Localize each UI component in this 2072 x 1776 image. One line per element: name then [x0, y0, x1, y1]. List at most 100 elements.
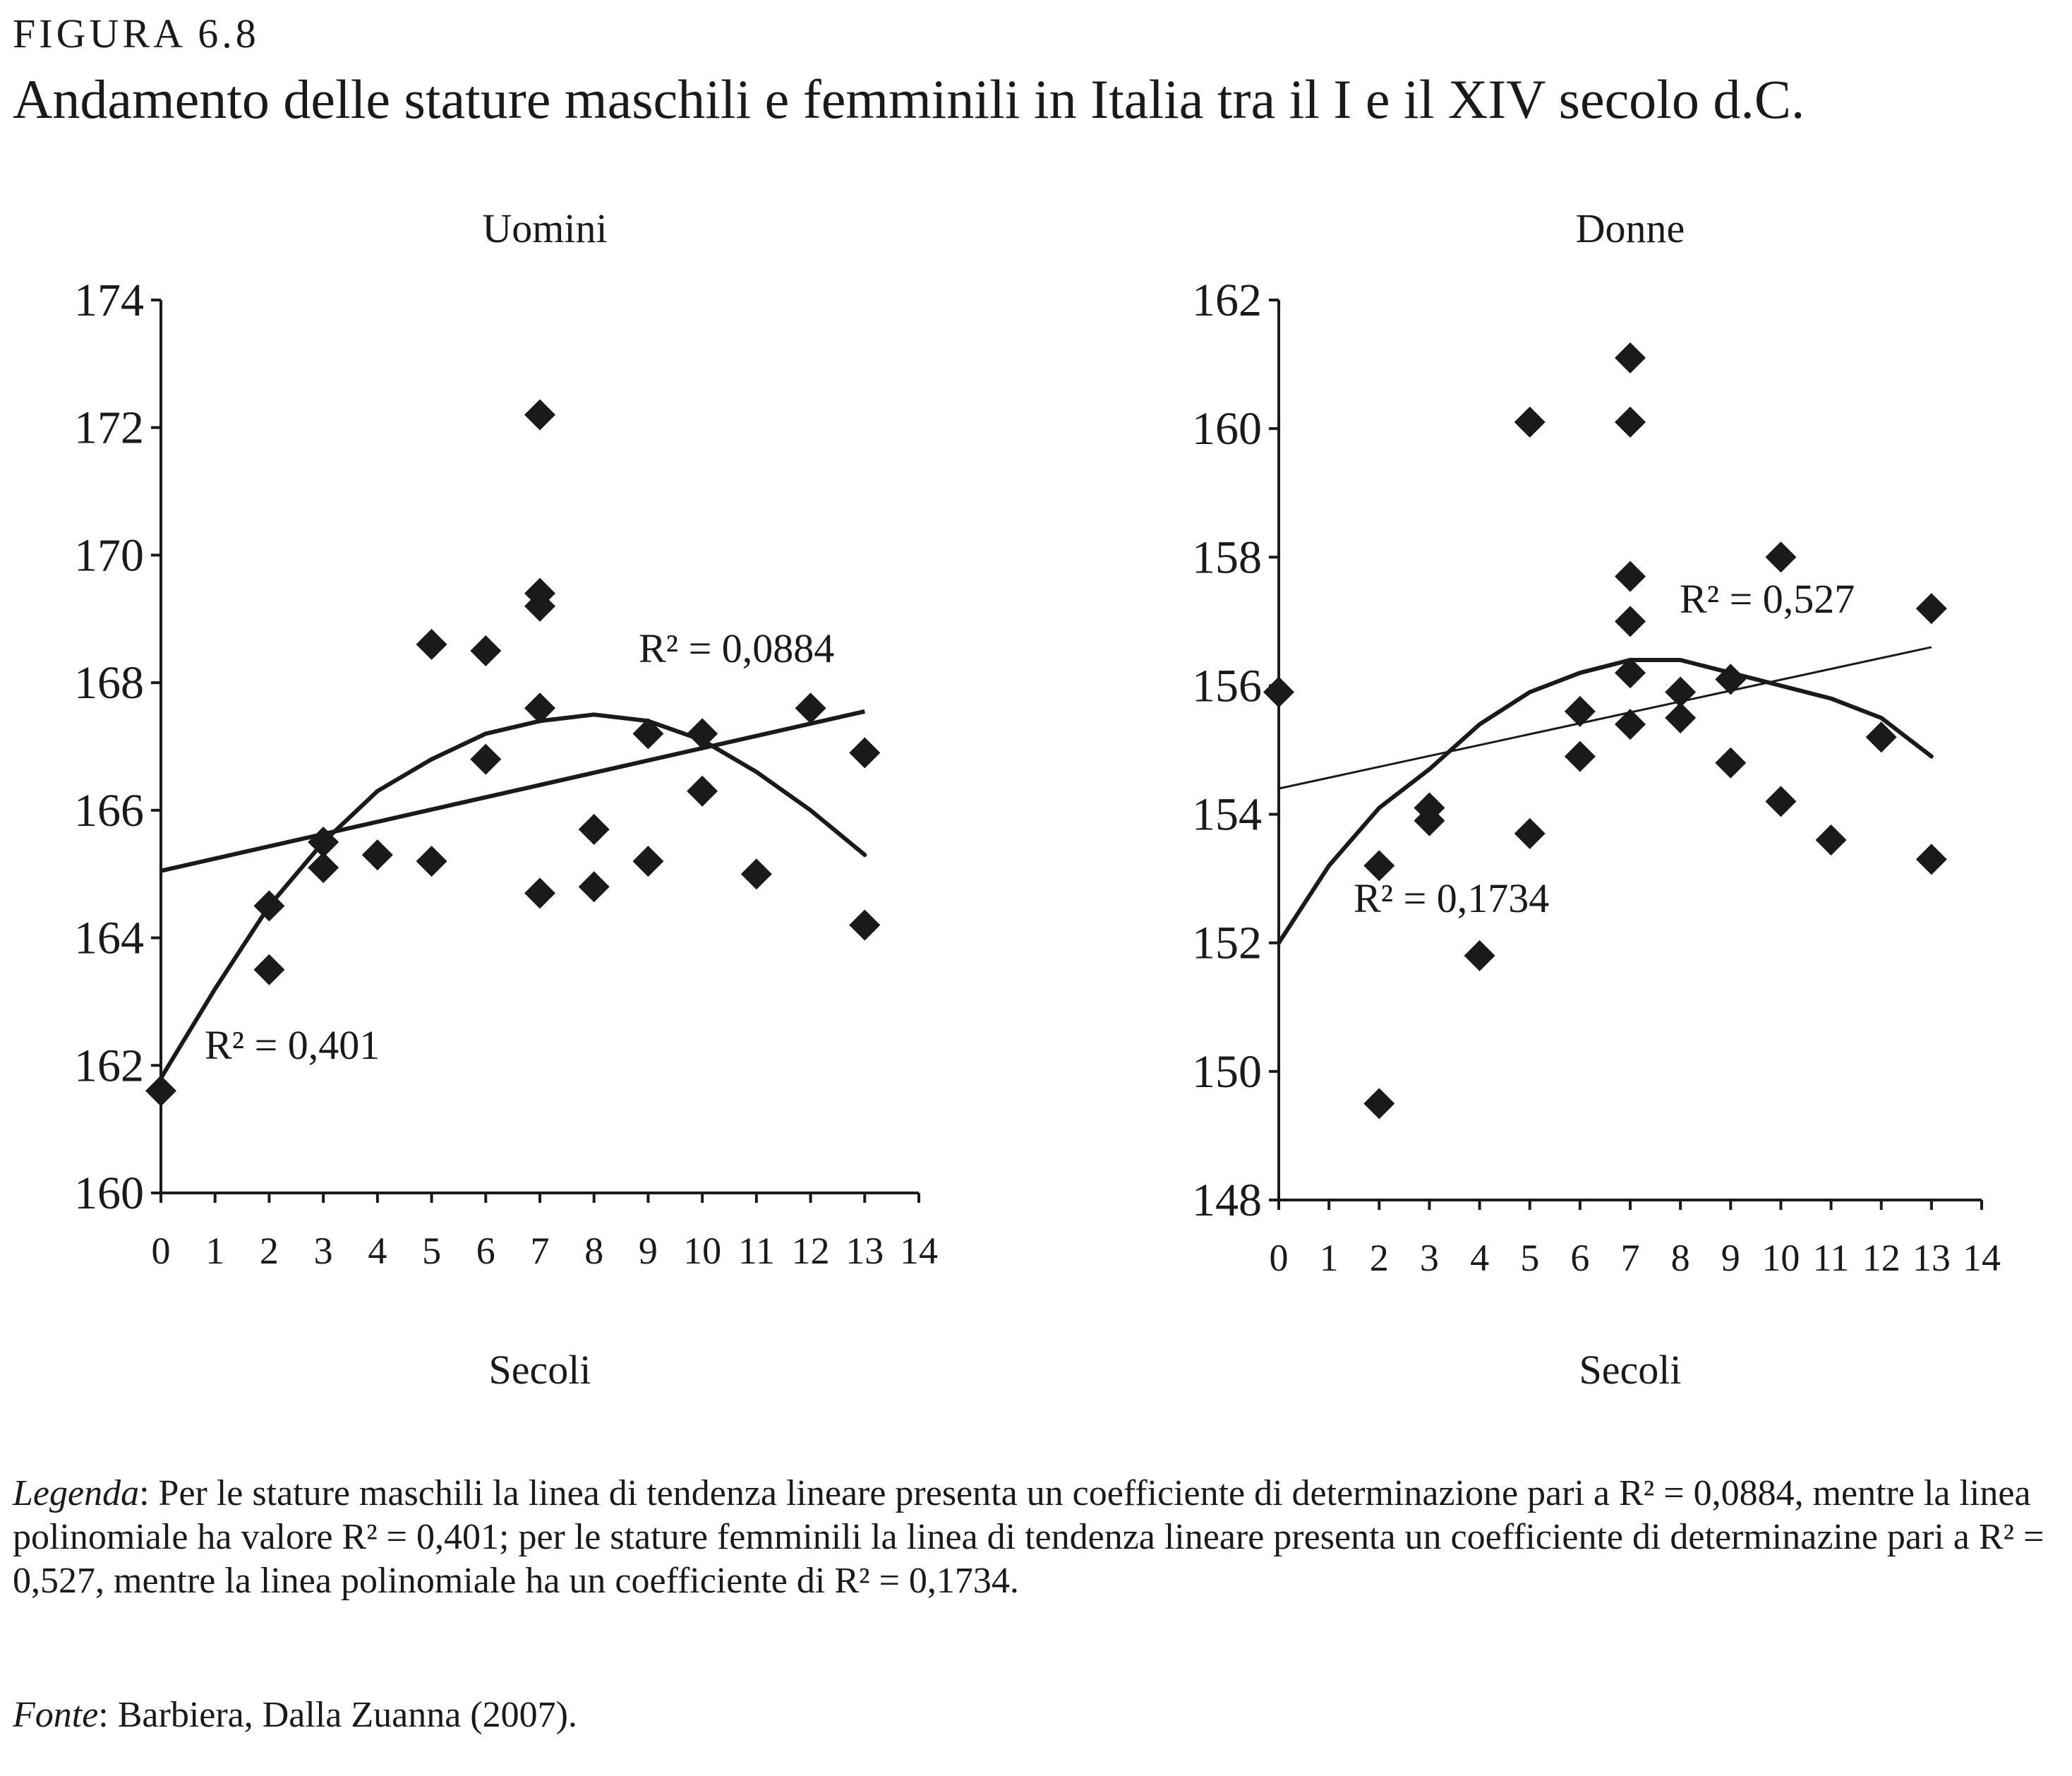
uomini-y-tick-label: 168 — [74, 657, 144, 709]
uomini-x-tick-label: 13 — [845, 1230, 884, 1272]
donne-x-tick-label: 8 — [1671, 1237, 1690, 1279]
uomini-data-point — [632, 846, 664, 877]
uomini-data-point — [416, 628, 447, 660]
legend-note: Legenda: Per le stature maschili la line… — [13, 1472, 2045, 1603]
donne-x-tick-label: 7 — [1621, 1237, 1640, 1279]
uomini-x-tick-label: 0 — [152, 1230, 171, 1272]
uomini-data-point — [740, 858, 772, 890]
uomini-data-point — [524, 877, 555, 909]
uomini-data-point — [253, 890, 285, 922]
donne-x-tick-label: 3 — [1420, 1237, 1439, 1279]
donne-data-point — [1464, 940, 1495, 971]
donne-polynomial-trendline — [1277, 658, 1934, 945]
uomini-data-point — [849, 737, 881, 769]
uomini-data-point — [308, 852, 339, 884]
uomini-data-point — [578, 813, 610, 845]
donne-data-point — [1715, 747, 1747, 779]
donne-y-tick-label: 158 — [1192, 532, 1262, 583]
donne-data-point — [1765, 786, 1797, 817]
uomini-data-point — [578, 871, 610, 903]
uomini-x-tick-label: 10 — [683, 1230, 721, 1272]
uomini-y-tick-label: 162 — [74, 1040, 144, 1091]
donne-data-point — [1615, 606, 1646, 637]
uomini-linear-r2-label: R² = 0,0884 — [639, 625, 834, 671]
uomini-y-tick-label: 172 — [74, 402, 144, 454]
uomini-data-point — [687, 775, 718, 807]
donne-data-point — [1915, 844, 1947, 875]
donne-y-tick-label: 162 — [1192, 275, 1262, 326]
donne-x-tick-label: 4 — [1470, 1237, 1489, 1279]
source-note: Fonte: Barbiera, Dalla Zuanna (2007). — [13, 1694, 577, 1736]
donne-y-tick-label: 156 — [1192, 660, 1262, 712]
donne-data-point — [1363, 850, 1395, 882]
uomini-y-tick-label: 164 — [74, 913, 144, 964]
donne-x-tick-label: 6 — [1570, 1237, 1589, 1279]
uomini-x-tick-label: 6 — [476, 1230, 495, 1272]
donne-data-point — [1615, 709, 1646, 740]
donne-data-point — [1615, 342, 1646, 373]
donne-data-point — [1615, 657, 1646, 689]
donne-x-tick-label: 13 — [1913, 1237, 1951, 1279]
donne-data-point — [1263, 676, 1294, 708]
donne-data-point — [1414, 805, 1445, 836]
uomini-x-tick-label: 4 — [368, 1230, 387, 1272]
donne-data-point — [1363, 1088, 1395, 1120]
donne-x-tick-label: 10 — [1761, 1237, 1800, 1279]
uomini-x-tick-label: 2 — [260, 1230, 279, 1272]
donne-data-point — [1665, 702, 1697, 733]
donne-linear-trendline — [1278, 646, 1932, 790]
donne-linear-r2-label: R² = 0,527 — [1680, 576, 1855, 622]
uomini-data-point — [849, 909, 881, 941]
donne-x-tick-label: 0 — [1270, 1237, 1289, 1279]
donne-chart-title: Donne — [1576, 205, 1685, 251]
donne-x-axis-label: Secoli — [1579, 1347, 1682, 1393]
donne-data-point — [1665, 676, 1697, 708]
donne-x-tick-label: 14 — [1963, 1237, 2001, 1279]
donne-y-tick-label: 154 — [1192, 789, 1262, 841]
uomini-x-tick-label: 7 — [531, 1230, 550, 1272]
uomini-data-point — [632, 718, 664, 750]
uomini-y-tick-label: 166 — [74, 785, 144, 836]
uomini-y-tick-label: 160 — [74, 1168, 144, 1219]
donne-data-point — [1615, 560, 1646, 592]
uomini-data-point — [416, 846, 447, 877]
donne-y-tick-label: 150 — [1192, 1046, 1262, 1098]
donne-y-tick-label: 152 — [1192, 918, 1262, 969]
source-text: : Barbiera, Dalla Zuanna (2007). — [98, 1695, 577, 1735]
uomini-x-tick-label: 12 — [792, 1230, 830, 1272]
donne-x-tick-label: 12 — [1862, 1237, 1901, 1279]
uomini-data-point — [687, 718, 718, 750]
uomini-y-tick-label: 170 — [74, 529, 144, 581]
uomini-x-tick-label: 1 — [205, 1230, 224, 1272]
donne-data-point — [1564, 740, 1596, 772]
donne-data-point — [1915, 593, 1947, 625]
legend-label: Legenda — [13, 1473, 140, 1513]
uomini-x-tick-label: 11 — [738, 1230, 775, 1272]
donne-data-point — [1514, 817, 1546, 849]
uomini-x-tick-label: 3 — [314, 1230, 333, 1272]
uomini-linear-trendline — [160, 709, 865, 873]
uomini-data-point — [470, 743, 502, 775]
uomini-data-point — [524, 692, 555, 724]
uomini-x-tick-label: 9 — [639, 1230, 658, 1272]
donne-x-tick-label: 9 — [1721, 1237, 1740, 1279]
uomini-data-point — [361, 839, 393, 871]
uomini-chart-title: Uomini — [482, 205, 607, 251]
uomini-poly-r2-label: R² = 0,401 — [205, 1022, 380, 1068]
uomini-data-point — [524, 399, 555, 431]
figure-label: FIGURA 6.8 — [13, 11, 260, 56]
donne-y-tick-label: 148 — [1192, 1175, 1262, 1226]
uomini-data-point — [470, 635, 502, 666]
uomini-data-point — [145, 1075, 176, 1107]
donne-data-point — [1765, 541, 1797, 573]
donne-data-point — [1615, 407, 1646, 438]
donne-x-tick-label: 2 — [1370, 1237, 1389, 1279]
donne-data-point — [1514, 407, 1546, 438]
uomini-data-point — [308, 827, 339, 858]
uomini-x-tick-label: 14 — [900, 1230, 938, 1272]
uomini-x-tick-label: 8 — [584, 1230, 603, 1272]
uomini-data-point — [795, 692, 826, 724]
uomini-y-tick-label: 174 — [74, 275, 144, 326]
source-label: Fonte — [13, 1695, 99, 1735]
